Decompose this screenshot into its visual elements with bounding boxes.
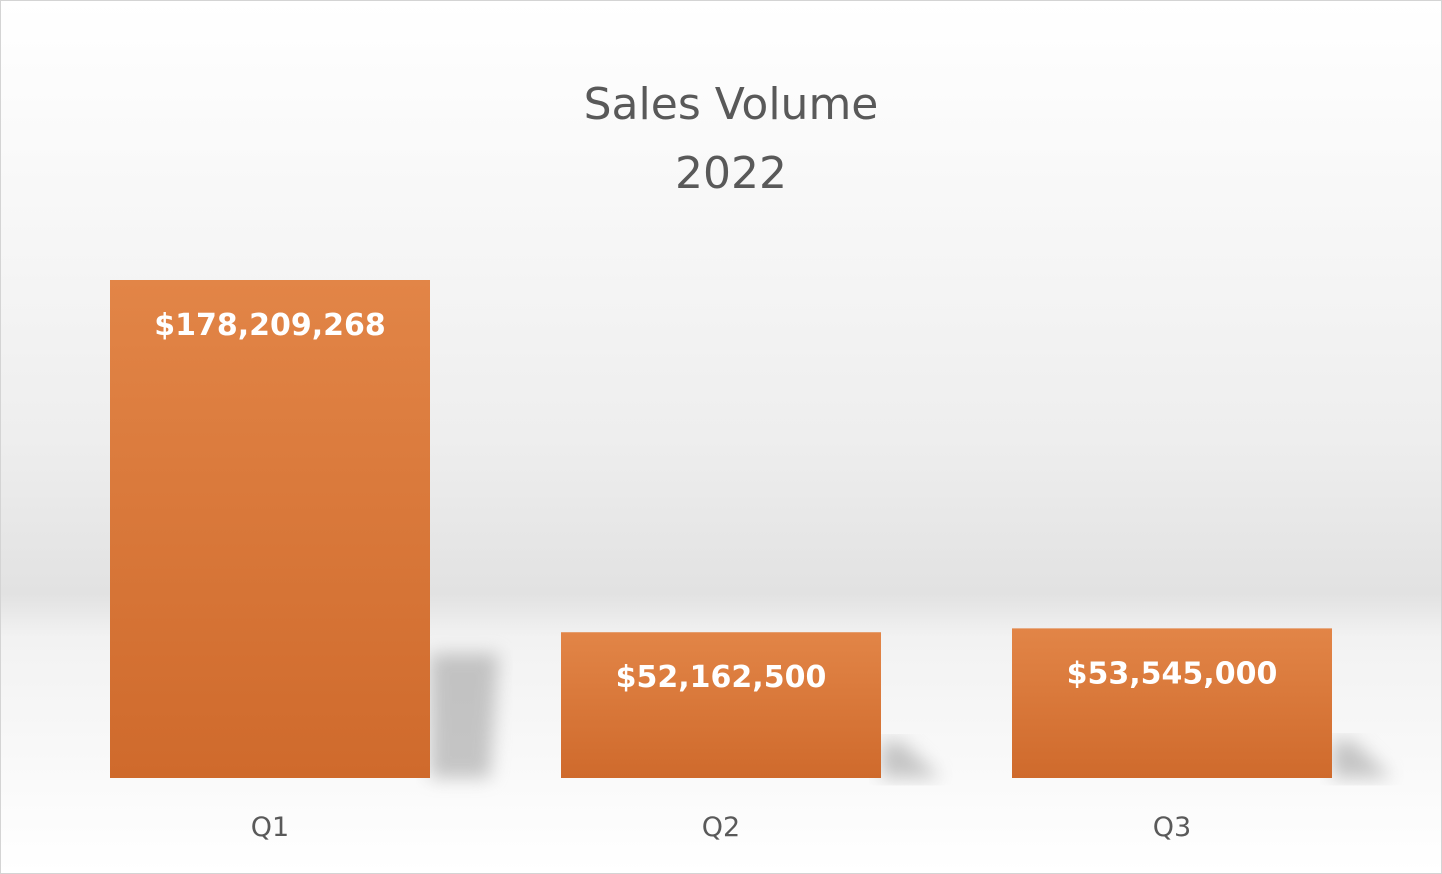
chart-title: Sales Volume (584, 79, 879, 130)
category-label-q3: Q3 (1153, 812, 1191, 843)
bars (110, 280, 1332, 778)
bar-shadows (430, 653, 1392, 778)
category-label-q1: Q1 (251, 812, 289, 843)
data-label-q3: $53,545,000 (1067, 656, 1278, 691)
data-label-q2: $52,162,500 (616, 660, 827, 695)
bar-shadow-q2 (881, 741, 941, 778)
bar-q3 (1012, 628, 1332, 778)
chart-subtitle: 2022 (675, 148, 787, 199)
bar-shadow-q3 (1332, 740, 1392, 778)
data-labels: $178,209,268 $52,162,500 $53,545,000 (154, 308, 1277, 695)
data-label-q1: $178,209,268 (154, 308, 386, 343)
category-label-q2: Q2 (702, 812, 740, 843)
bar-shadow-q1 (430, 653, 499, 778)
bar-q1 (110, 280, 430, 778)
bar-q2 (561, 632, 881, 778)
category-axis: Q1 Q2 Q3 (251, 812, 1191, 843)
